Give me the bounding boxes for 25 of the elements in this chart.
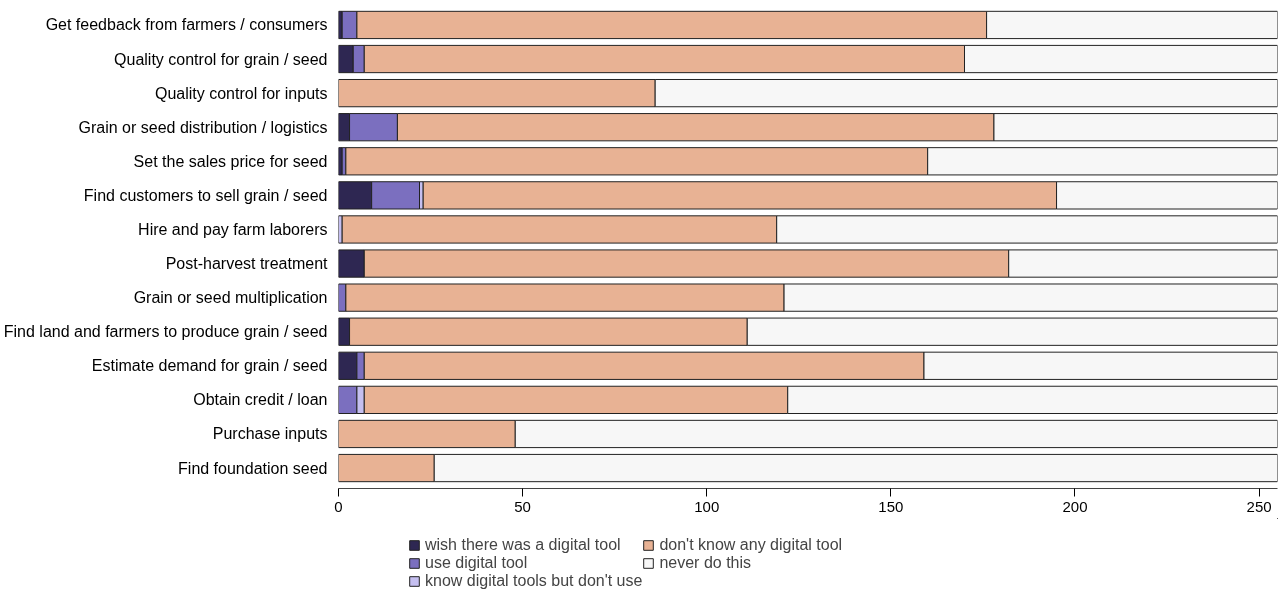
- y-tick-label: Grain or seed multiplication: [133, 289, 328, 307]
- y-tick-label: Find customers to sell grain / seed: [83, 186, 328, 204]
- y-tick-label: Hire and pay farm laborers: [138, 220, 328, 238]
- x-tick-label: 50: [514, 497, 531, 515]
- x-tick-label: 250: [1246, 497, 1272, 515]
- y-tick-label: Quality control for inputs: [154, 84, 328, 102]
- y-tick-label: Get feedback from farmers / consumers: [45, 16, 328, 34]
- legend-label: know digital tools but don't use: [425, 572, 643, 590]
- legend-label: use digital tool: [425, 554, 528, 572]
- y-tick-label: Set the sales price for seed: [133, 152, 328, 170]
- y-tick-label: Obtain credit / loan: [193, 391, 328, 409]
- legend-label: never do this: [659, 554, 752, 572]
- y-tick-label: Post-harvest treatment: [165, 255, 329, 273]
- x-tick-label: 150: [878, 497, 904, 515]
- y-tick-label: Estimate demand for grain / seed: [91, 357, 328, 375]
- legend-label: don't know any digital tool: [659, 536, 843, 554]
- y-tick-label: Find land and farmers to produce grain / seed: [3, 323, 328, 341]
- y-tick-label: Find foundation seed: [178, 459, 328, 477]
- x-tick-label: 200: [1062, 497, 1088, 515]
- x-tick-label: 0: [334, 497, 343, 515]
- legend-label: wish there was a digital tool: [425, 536, 621, 554]
- x-tick-label: 100: [694, 497, 720, 515]
- y-tick-label: Grain or seed distribution / logistics: [78, 118, 328, 136]
- y-tick-label: Quality control for grain / seed: [114, 50, 328, 68]
- y-tick-label: Purchase inputs: [212, 425, 328, 443]
